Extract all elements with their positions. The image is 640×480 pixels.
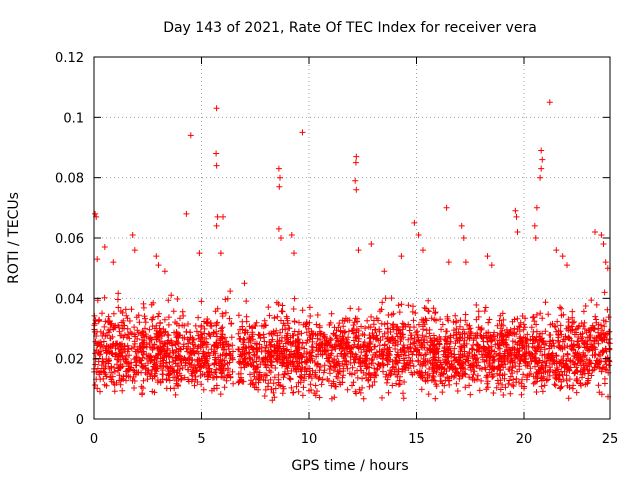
data-point <box>277 174 283 181</box>
data-point <box>533 204 540 211</box>
data-point <box>538 147 545 154</box>
data-point <box>275 165 282 172</box>
x-tick-label: 0 <box>90 432 98 447</box>
data-point <box>398 253 405 260</box>
point-cloud <box>91 288 613 404</box>
data-point <box>155 262 162 269</box>
data-point <box>602 259 609 266</box>
data-point <box>131 247 138 254</box>
data-point <box>161 268 168 275</box>
data-point <box>368 241 375 247</box>
data-point <box>129 232 136 238</box>
data-point <box>512 207 519 214</box>
data-point <box>213 105 220 112</box>
data-point <box>462 259 469 266</box>
axis-ticks <box>93 56 611 420</box>
x-tick-label: 10 <box>301 432 318 447</box>
data-point <box>288 232 295 238</box>
data-point <box>539 156 546 163</box>
data-point <box>445 259 452 266</box>
x-tick-label: 5 <box>197 432 205 447</box>
data-point <box>353 153 360 160</box>
data-point <box>196 250 203 257</box>
data-point <box>514 229 521 235</box>
data-point <box>352 159 359 166</box>
data-point <box>546 99 553 106</box>
data-point <box>537 174 544 181</box>
y-axis-label: ROTI / TECUs <box>6 192 22 284</box>
data-point <box>94 256 101 263</box>
data-point <box>458 222 465 229</box>
data-point <box>353 186 360 193</box>
data-point <box>110 259 117 266</box>
data-point <box>276 183 283 190</box>
data-point <box>488 262 495 269</box>
data-point <box>101 244 108 250</box>
plot-background <box>94 57 610 419</box>
data-point <box>513 213 520 220</box>
data-point <box>559 253 566 260</box>
data-point <box>592 229 598 235</box>
data-point <box>538 165 545 172</box>
y-tick-label: 0 <box>76 413 84 428</box>
x-tick-label: 20 <box>516 432 533 447</box>
data-point <box>291 250 297 257</box>
y-tick-label: 0.08 <box>55 172 84 187</box>
data-point <box>415 232 422 238</box>
data-point <box>484 253 491 260</box>
data-point <box>217 250 224 257</box>
data-point <box>355 247 362 254</box>
data-point <box>553 247 560 254</box>
data-point <box>220 213 226 220</box>
y-tick-label: 0.06 <box>55 232 84 247</box>
data-point <box>381 268 388 275</box>
tick-labels: 0 5 10 15 20 25 0 0.02 0.04 0.06 0.08 0.1 0.12 <box>55 51 618 447</box>
grid-lines <box>94 57 610 419</box>
data-point <box>352 177 359 184</box>
data-point <box>598 232 605 238</box>
data-point <box>214 213 221 220</box>
data-point <box>213 162 220 169</box>
data-point <box>241 280 248 287</box>
data-point <box>153 253 160 260</box>
data-point <box>443 204 450 211</box>
data-point <box>213 222 220 229</box>
data-point <box>92 210 99 217</box>
data-points <box>91 99 613 404</box>
x-axis-label: GPS time / hours <box>291 458 408 474</box>
y-tick-label: 0.1 <box>63 111 84 126</box>
y-tick-label: 0.02 <box>55 353 84 368</box>
y-tick-label: 0.12 <box>55 51 84 66</box>
data-point <box>600 241 607 247</box>
data-point <box>532 235 539 241</box>
data-point <box>275 225 282 232</box>
data-point <box>460 235 467 241</box>
data-point <box>278 235 284 241</box>
data-point <box>183 210 190 217</box>
data-point <box>531 222 538 229</box>
data-point <box>411 219 418 226</box>
x-tick-label: 25 <box>602 432 619 447</box>
data-point <box>299 129 306 136</box>
x-tick-label: 15 <box>408 432 425 447</box>
data-point <box>420 247 426 254</box>
data-point <box>187 132 194 139</box>
y-tick-label: 0.04 <box>55 292 84 307</box>
data-point <box>564 262 570 269</box>
chart-title: Day 143 of 2021, Rate Of TEC Index for r… <box>163 20 537 36</box>
data-point <box>213 150 220 157</box>
